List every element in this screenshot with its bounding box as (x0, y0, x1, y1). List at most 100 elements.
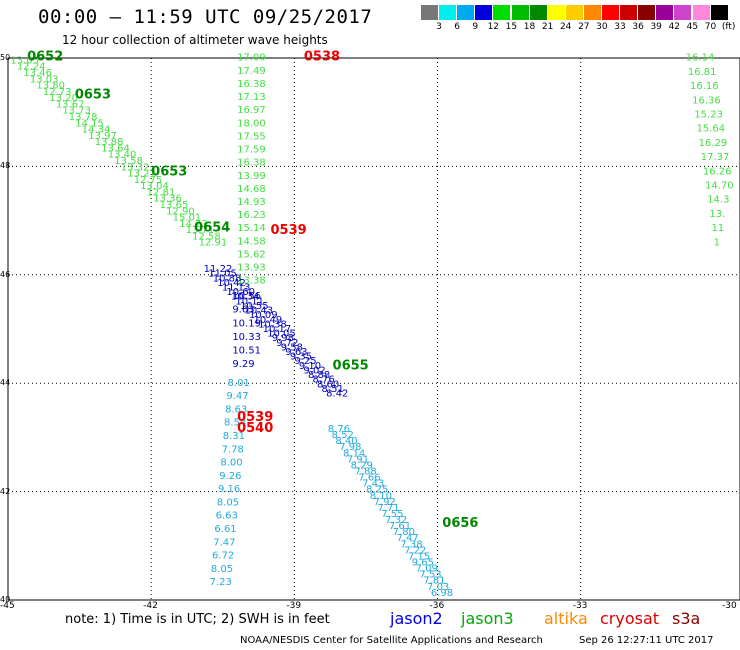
wave-height-value: 13.64 (101, 143, 130, 154)
wave-height-value: 7.32 (385, 515, 407, 526)
wave-height-value: 10.09 (249, 310, 278, 321)
wave-height-value: 9.58 (281, 342, 303, 353)
wave-height-value: 7.55 (381, 509, 403, 520)
legend-swatch (475, 5, 493, 20)
legend-label: 33 (614, 22, 626, 32)
wave-height-value: 9.02 (303, 365, 325, 376)
wave-height-value: 13.03 (30, 74, 59, 85)
satellite-name: jason3 (461, 609, 514, 628)
wave-height-value: 15.23 (694, 110, 723, 121)
wave-height-value: 13.78 (69, 112, 98, 123)
wave-height-value: 10.55 (240, 301, 269, 312)
wave-height-value: 13.46 (23, 68, 52, 79)
wave-height-value: 9.98 (272, 333, 294, 344)
legend-label: 12 (487, 22, 500, 32)
track-east: 16.14 16.81 16.16 16.36 15.23 15.64 16.29 17.37… (686, 53, 734, 249)
wave-height-value: 8.76 (312, 375, 334, 386)
pass-time-label: 0653 (75, 88, 111, 103)
wave-height-value: 16.16 (690, 81, 719, 92)
wave-height-value: 13.80 (36, 81, 65, 92)
legend-swatch (692, 5, 710, 20)
wave-height-value: 7.98 (339, 442, 361, 453)
pass-time-label: 0654 (194, 220, 230, 235)
longitude-tick-label: -33 (572, 601, 588, 611)
footer-note: note: 1) Time is in UTC; 2) SWH is in fe… (65, 612, 330, 627)
track-central-cyan: 8.01 9.47 8.63 8.54 8.31 7.78 8.00 9.26 9.16 8.05… (210, 378, 250, 588)
wave-height-value: 9.72 (276, 338, 298, 349)
wave-height-value: 7.66 (358, 473, 380, 484)
wave-height-value: 8.25 (366, 485, 388, 496)
legend-label: 70 (704, 22, 717, 32)
pass-time-label: 0538 (304, 50, 340, 65)
legend-swatch (638, 5, 656, 20)
wave-height-value: 14.58 (237, 236, 266, 247)
longitude-tick-label: -39 (286, 601, 302, 611)
wave-height-value: 13.88 (95, 137, 124, 148)
wave-height-value: 17.49 (237, 66, 266, 77)
wave-height-value: 12.58 (192, 231, 221, 242)
wave-height-value: 17.59 (237, 145, 266, 156)
wave-height-value: 6.98 (431, 588, 453, 599)
wave-height-value: 7.15 (408, 551, 430, 562)
wave-height-value: 17.37 (701, 152, 730, 163)
wave-height-value: 13.67 (56, 99, 85, 110)
legend-label: 42 (668, 22, 681, 32)
pass-time-label: 0655 (333, 359, 369, 374)
wave-height-value: 8.52 (332, 430, 354, 441)
credit-text: NOAA/NESDIS Center for Satellite Applica… (240, 635, 543, 646)
track-diagonal-cyan: 8.768.528.407.988.147.918.297.887.667.43… (328, 424, 453, 599)
page-subtitle: 12 hour collection of altimeter wave hei… (62, 33, 328, 47)
wave-height-value: 7.91 (347, 454, 369, 465)
wave-height-value: 8.42 (326, 388, 348, 399)
wave-height-value: 15.14 (237, 223, 266, 234)
wave-height-value: 13.58 (114, 156, 143, 167)
wave-height-value: 16.38 (237, 79, 266, 90)
legend-swatch (710, 5, 728, 20)
wave-height-value: 12.91 (199, 238, 228, 249)
wave-height-value: 13.04 (140, 181, 169, 192)
wave-height-value: 13.97 (88, 131, 117, 142)
wave-height-value: 12.81 (147, 187, 176, 198)
wave-height-value: 14.93 (237, 197, 266, 208)
wave-height-value: 7.92 (374, 497, 396, 508)
latitude-tick-label: 44 (0, 378, 11, 388)
wave-height-value: 7.09 (416, 564, 438, 575)
legend-swatch (656, 5, 674, 20)
wave-height-value: 8.60 (317, 379, 339, 390)
legend-label: 21 (541, 22, 554, 32)
legend-label: 9 (472, 22, 479, 32)
wave-height-value: 13.36 (153, 194, 182, 205)
satellite-name: s3a (672, 609, 701, 628)
wave-height-value: 16.38 (237, 158, 266, 169)
wave-height-value: 13.99 (237, 171, 266, 182)
legend-swatch (583, 5, 601, 20)
pass-time-label: 0540 (237, 421, 273, 436)
legend-label: 24 (559, 22, 572, 32)
wave-height-value: 10.56 (232, 291, 261, 302)
wave-height-value: 7.53 (419, 570, 441, 581)
wave-height-value: 11.13 (222, 283, 251, 294)
wave-height-value: 8.10 (370, 491, 392, 502)
legend-swatch (565, 5, 583, 20)
wave-height-value: 13.65 (160, 200, 189, 211)
wave-height-value: 9.63 (285, 347, 307, 358)
latitude-tick-label: 42 (0, 486, 11, 496)
legend-label: 39 (650, 22, 662, 32)
wave-height-value: 8.05 (217, 497, 239, 508)
wave-height-value: 15.64 (696, 124, 725, 135)
wave-height-value: 10.05 (267, 329, 296, 340)
legend-label: 3 (436, 22, 442, 32)
legend-swatch (421, 5, 438, 20)
wave-height-value: 7.03 (427, 582, 449, 593)
wave-height-value: 6.63 (216, 511, 238, 522)
wave-height-value: 8.00 (220, 458, 242, 469)
wave-height-value: 6.61 (214, 524, 236, 535)
wave-height-value: 9.25 (294, 356, 316, 367)
wave-height-value: 9.16 (218, 484, 240, 495)
wave-height-value: 17.09 (237, 53, 266, 64)
track-diagonal-blue: 11.2211.0510.8810.4211.1310.6010.3410.11… (204, 264, 349, 399)
wave-height-value: 16.26 (703, 166, 732, 177)
wave-height-value: 8.54 (224, 418, 246, 429)
